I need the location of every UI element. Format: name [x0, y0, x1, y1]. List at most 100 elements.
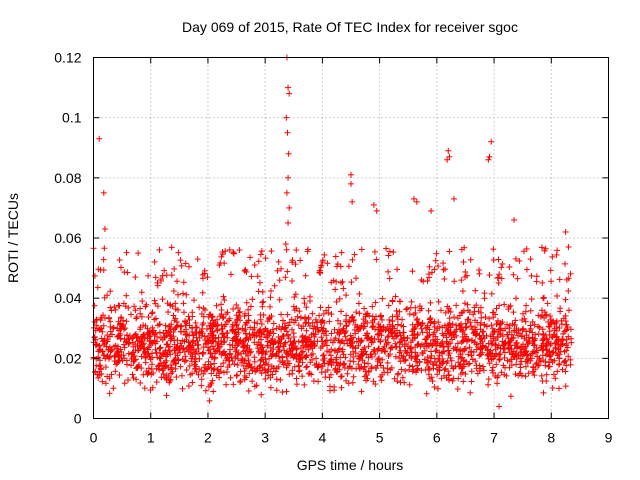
- data-point: [237, 379, 244, 386]
- data-point: [270, 346, 277, 353]
- data-point: [340, 325, 347, 332]
- y-tick-label: 0.08: [54, 170, 81, 186]
- data-point: [180, 309, 187, 316]
- data-point: [565, 353, 572, 360]
- data-point: [284, 129, 291, 136]
- data-point: [115, 352, 122, 359]
- data-point: [145, 313, 152, 320]
- x-tick-label: 4: [318, 430, 326, 446]
- data-point: [355, 342, 362, 349]
- data-point: [285, 219, 292, 226]
- data-point: [545, 338, 552, 345]
- data-point: [377, 323, 384, 330]
- data-point: [496, 356, 503, 363]
- data-point: [562, 296, 569, 303]
- data-point: [449, 336, 456, 343]
- data-point: [541, 315, 548, 322]
- data-point: [436, 367, 443, 374]
- data-point: [410, 195, 417, 202]
- data-point: [486, 153, 493, 160]
- data-point: [331, 383, 338, 390]
- data-point: [548, 278, 555, 285]
- data-point: [297, 257, 304, 264]
- data-point: [489, 364, 496, 371]
- data-point: [108, 331, 115, 338]
- data-point: [326, 374, 333, 381]
- data-point: [533, 359, 540, 366]
- data-point: [534, 362, 541, 369]
- data-point: [219, 251, 226, 258]
- data-point: [386, 248, 393, 255]
- data-point: [536, 324, 543, 331]
- data-point: [139, 298, 146, 305]
- data-point: [109, 325, 116, 332]
- data-point: [198, 376, 205, 383]
- data-point: [388, 329, 395, 336]
- data-point: [100, 267, 107, 274]
- data-point: [179, 372, 186, 379]
- data-point: [565, 307, 572, 314]
- data-point: [223, 368, 230, 375]
- data-point: [540, 346, 547, 353]
- data-point: [459, 288, 466, 295]
- data-point: [400, 353, 407, 360]
- data-point: [323, 337, 330, 344]
- data-point: [96, 135, 103, 142]
- data-point: [320, 352, 327, 359]
- data-point: [527, 357, 534, 364]
- data-point: [540, 330, 547, 337]
- y-tick-label: 0.1: [62, 110, 82, 126]
- data-point: [209, 314, 216, 321]
- data-point: [303, 304, 310, 311]
- data-point: [446, 315, 453, 322]
- data-point: [167, 302, 174, 309]
- data-point: [227, 271, 234, 278]
- data-point: [153, 315, 160, 322]
- data-point: [262, 255, 269, 262]
- data-point: [560, 330, 567, 337]
- data-point: [535, 323, 542, 330]
- data-point: [432, 257, 439, 264]
- data-point: [538, 244, 545, 251]
- data-point: [230, 250, 237, 257]
- data-point: [472, 317, 479, 324]
- data-point: [481, 295, 488, 302]
- data-point: [433, 250, 440, 257]
- data-point: [208, 365, 215, 372]
- data-point: [342, 333, 349, 340]
- data-point: [160, 370, 167, 377]
- data-point: [102, 364, 109, 371]
- data-point: [111, 304, 118, 311]
- data-point: [556, 385, 563, 392]
- data-point: [246, 346, 253, 353]
- data-point: [500, 342, 507, 349]
- data-point: [293, 375, 300, 382]
- data-point: [562, 327, 569, 334]
- data-point: [108, 346, 115, 353]
- data-point: [397, 358, 404, 365]
- data-point: [321, 251, 328, 258]
- data-point: [561, 260, 568, 267]
- data-point: [214, 326, 221, 333]
- data-point: [98, 335, 105, 342]
- data-point: [350, 353, 357, 360]
- data-point: [537, 313, 544, 320]
- data-point: [391, 375, 398, 382]
- data-point: [96, 357, 103, 364]
- data-point: [253, 382, 260, 389]
- data-point: [137, 324, 144, 331]
- data-point: [387, 325, 394, 332]
- data-point: [270, 365, 277, 372]
- data-point: [305, 346, 312, 353]
- data-point: [379, 356, 386, 363]
- data-point: [398, 336, 405, 343]
- data-point: [123, 318, 130, 325]
- data-point: [125, 376, 132, 383]
- data-point: [331, 367, 338, 374]
- data-point: [444, 156, 451, 163]
- data-point: [331, 347, 338, 354]
- data-point: [401, 343, 408, 350]
- data-point: [407, 345, 414, 352]
- data-point: [377, 373, 384, 380]
- data-point: [338, 373, 345, 380]
